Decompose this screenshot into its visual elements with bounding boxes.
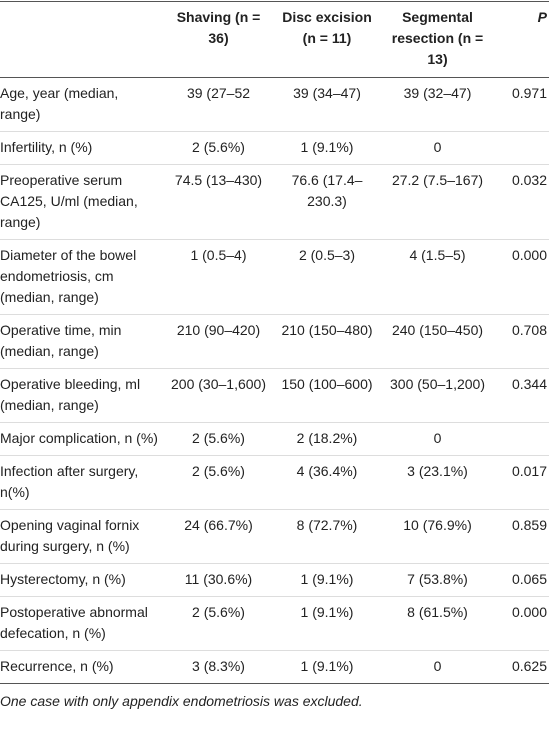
footnote: One case with only appendix endometriosi… — [0, 693, 363, 709]
cell: 0.000 — [511, 247, 547, 263]
table-row: Hysterectomy, n (%) 11 (30.6%) 1 (9.1%) 7 (… — [0, 564, 549, 597]
table-row: Diameter of the bowel endometriosis, cm … — [0, 240, 549, 315]
table-row: Infection after surgery, n(%) 2 (5.6%) 4 (… — [0, 456, 549, 510]
cell: 39 (32–47) — [403, 85, 472, 101]
cell: 10 (76.9%) — [403, 517, 472, 533]
header-cell: Shaving (n = 36) — [176, 9, 261, 46]
cell: 210 (150–480) — [281, 322, 373, 338]
table-row: Age, year (median, range) 39 (27–52 39 (34… — [0, 78, 549, 132]
cell: 39 (27–52 — [186, 85, 251, 101]
cell: 8 (72.7%) — [296, 517, 358, 533]
cell: 0.859 — [511, 517, 547, 533]
row-label: Hysterectomy, n (%) — [0, 571, 126, 587]
row-label: Major complication, n (%) — [0, 430, 158, 446]
cell — [493, 132, 549, 165]
row-label: Opening vaginal fornix during surgery, n… — [0, 517, 140, 554]
cell: 2 (5.6%) — [192, 604, 245, 620]
table-header: Shaving (n = 36) Disc excision (n = 11) Se… — [0, 1, 549, 78]
cell: 2 (0.5–3) — [298, 247, 356, 263]
table-row: Postoperative abnormal defecation, n (%)… — [0, 597, 549, 651]
cell: 2 (18.2%) — [296, 430, 358, 446]
cell: 0.344 — [511, 376, 547, 392]
cell: 8 (61.5%) — [407, 604, 468, 620]
cell: 200 (30–1,600) — [171, 376, 266, 392]
header-cell: Disc excision (n = 11) — [282, 9, 372, 46]
row-label: Operative time, min (median, range) — [0, 322, 122, 359]
cell: 0 — [433, 139, 442, 155]
cell: 300 (50–1,200) — [390, 376, 485, 392]
cell: 74.5 (13–430) — [174, 172, 263, 188]
row-label: Operative bleeding, ml (median, range) — [0, 376, 141, 413]
row-label: Infection after surgery, n(%) — [0, 463, 139, 500]
cell: 210 (90–420) — [176, 322, 261, 338]
row-label: Age, year (median, range) — [0, 85, 119, 122]
cell: 0.065 — [511, 571, 547, 587]
cell: 0.032 — [511, 172, 547, 188]
row-label: Diameter of the bowel endometriosis, cm … — [0, 247, 137, 305]
header-cell — [0, 2, 165, 78]
row-label: Recurrence, n (%) — [0, 658, 114, 674]
cell: 2 (5.6%) — [192, 430, 245, 446]
cell — [493, 423, 549, 456]
cell: 2 (5.6%) — [192, 463, 245, 479]
table-row: Infertility, n (%) 2 (5.6%) 1 (9.1%) 0 — [0, 132, 549, 165]
cell: 1 (9.1%) — [300, 139, 354, 155]
row-label: Postoperative abnormal defecation, n (%) — [0, 604, 148, 641]
data-table: Shaving (n = 36) Disc excision (n = 11) Se… — [0, 1, 549, 684]
cell: 27.2 (7.5–167) — [391, 172, 484, 188]
table-row: Opening vaginal fornix during surgery, n… — [0, 510, 549, 564]
cell: 4 (1.5–5) — [409, 247, 466, 263]
table-row: Operative time, min (median, range) 210 (… — [0, 315, 549, 369]
cell: 150 (100–600) — [281, 376, 373, 392]
cell: 76.6 (17.4–230.3) — [291, 172, 363, 209]
row-label: Infertility, n (%) — [0, 139, 93, 155]
cell: 0 — [433, 658, 442, 674]
header-cell: Segmental resection (n = 13) — [391, 9, 484, 67]
header-cell: P — [537, 9, 547, 25]
cell: 0.017 — [511, 463, 547, 479]
cell: 0.625 — [511, 658, 547, 674]
cell: 0.971 — [511, 85, 547, 101]
table-row: Recurrence, n (%) 3 (8.3%) 1 (9.1%) 0 0.625 — [0, 651, 549, 684]
cell: 1 (9.1%) — [300, 658, 354, 674]
table-row: Preoperative serum CA125, U/ml (median, … — [0, 165, 549, 240]
cell: 7 (53.8%) — [407, 571, 468, 587]
cell: 1 (0.5–4) — [190, 247, 247, 263]
cell: 3 (8.3%) — [192, 658, 245, 674]
cell: 1 (9.1%) — [300, 571, 354, 587]
table-row: Major complication, n (%) 2 (5.6%) 2 (18.2… — [0, 423, 549, 456]
cell: 24 (66.7%) — [184, 517, 253, 533]
cell: 3 (23.1%) — [407, 463, 468, 479]
cell: 4 (36.4%) — [296, 463, 358, 479]
cell: 0.000 — [511, 604, 547, 620]
cell: 39 (34–47) — [293, 85, 361, 101]
cell: 0.708 — [511, 322, 547, 338]
table-body: Age, year (median, range) 39 (27–52 39 (34… — [0, 78, 549, 684]
row-label: Preoperative serum CA125, U/ml (median, … — [0, 172, 138, 230]
cell: 1 (9.1%) — [300, 604, 354, 620]
cell: 240 (150–450) — [391, 322, 484, 338]
cell: 11 (30.6%) — [184, 571, 253, 587]
table-row: Operative bleeding, ml (median, range) 20… — [0, 369, 549, 423]
cell: 0 — [433, 430, 442, 446]
cell: 2 (5.6%) — [192, 139, 245, 155]
